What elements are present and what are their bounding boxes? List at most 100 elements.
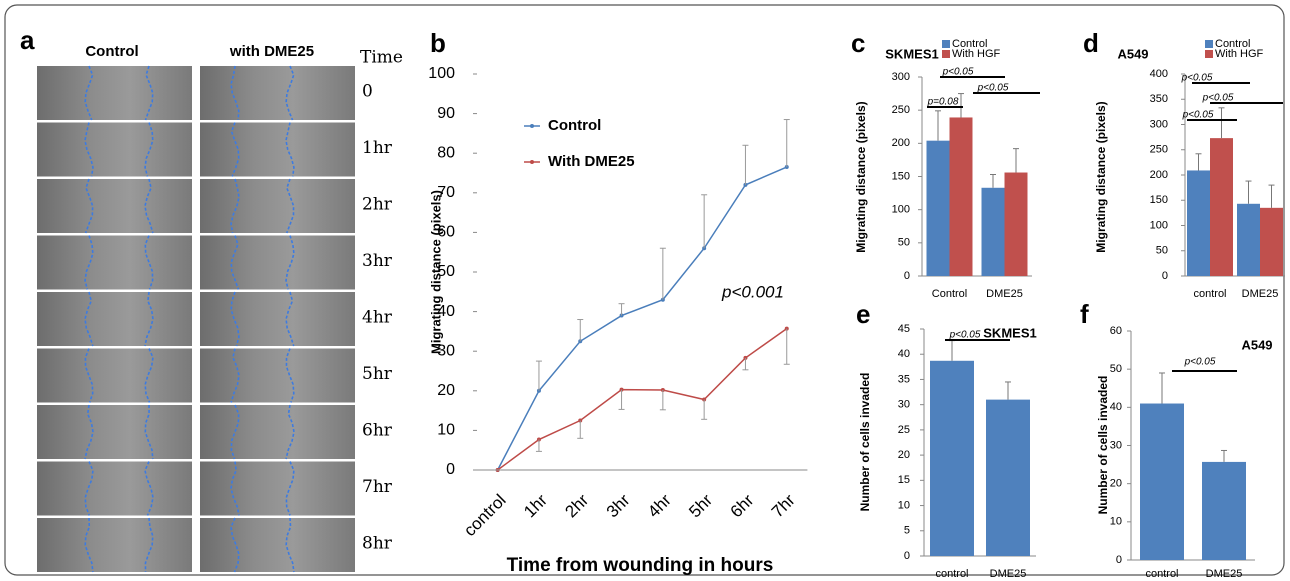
chart-title: SKMES1	[983, 325, 1036, 340]
legend-marker	[530, 124, 534, 128]
micrograph	[200, 461, 355, 516]
x-axis-label: Time from wounding in hours	[507, 555, 774, 576]
annotation: p<0.05	[942, 67, 974, 78]
wound-edge	[144, 517, 154, 573]
wound-edge	[285, 517, 295, 573]
micrograph	[37, 348, 192, 403]
y-axis-label: Migrating distance (pixels)	[854, 101, 868, 252]
x-tick-label: 2hr	[561, 490, 592, 521]
time-header: Time	[360, 48, 403, 68]
micrograph	[200, 518, 355, 572]
y-tick-label: 300	[1150, 118, 1168, 130]
bar	[1187, 170, 1210, 276]
y-axis-label: Number of cells invaded	[1096, 376, 1110, 515]
y-tick-label: 300	[892, 71, 910, 83]
y-tick-label: 150	[1150, 194, 1168, 206]
time-label: 4hr	[362, 308, 393, 328]
wound-edge	[230, 65, 240, 121]
wound-edge	[230, 517, 240, 573]
x-tick-label: DME25	[990, 568, 1027, 580]
bar	[1140, 403, 1184, 560]
wound-edge	[84, 291, 94, 347]
y-tick-label: 90	[437, 105, 455, 122]
micrograph	[37, 405, 192, 459]
wound-edge	[230, 122, 240, 177]
y-tick-label: 40	[1110, 401, 1122, 413]
y-tick-label: 50	[1156, 245, 1168, 257]
micrograph	[200, 122, 355, 177]
annotation: p<0.05	[1181, 73, 1213, 84]
legend-label: Control	[952, 38, 987, 50]
frame	[4, 4, 1285, 576]
series-line	[496, 166, 788, 471]
panel-letter: f	[1080, 299, 1089, 329]
annotation: p<0.05	[1202, 93, 1234, 104]
y-tick-label: 0	[904, 270, 910, 282]
legend-marker	[530, 160, 534, 164]
legend-label: Control	[1215, 38, 1250, 50]
micrograph	[200, 179, 355, 233]
x-tick-label: 7hr	[768, 490, 799, 521]
micrograph	[37, 518, 192, 572]
wound-edge	[144, 235, 154, 290]
series-line	[497, 328, 788, 471]
wound-edge	[230, 291, 240, 347]
y-tick-label: 20	[898, 449, 910, 461]
bar	[1004, 172, 1028, 276]
time-label: 0	[362, 82, 373, 102]
y-axis-label: Number of cells invaded	[858, 373, 872, 512]
time-label: 5hr	[362, 364, 393, 384]
column-header: Control	[85, 43, 138, 60]
wound-edge	[285, 348, 295, 403]
bar	[981, 187, 1005, 276]
panel-letter: e	[856, 299, 870, 329]
y-tick-label: 40	[437, 303, 455, 320]
y-tick-label: 5	[904, 525, 910, 537]
wound-edge	[285, 404, 295, 460]
wound-edge	[230, 404, 240, 460]
wound-edge	[144, 65, 154, 121]
x-tick-label: DME25	[1242, 288, 1279, 300]
time-label: 1hr	[362, 138, 393, 158]
wound-edge	[144, 122, 154, 177]
time-label: 7hr	[362, 477, 393, 497]
panel-letter: c	[851, 28, 865, 58]
wound-edge	[144, 348, 154, 403]
x-tick-label: 5hr	[685, 490, 716, 521]
legend-swatch	[942, 40, 950, 48]
micrograph	[37, 122, 192, 177]
y-tick-label: 200	[892, 137, 910, 149]
panel-letter: a	[20, 25, 35, 55]
y-tick-label: 15	[898, 474, 910, 486]
micrograph	[37, 179, 192, 233]
wound-edge	[84, 461, 94, 516]
wound-edge	[144, 461, 154, 516]
wound-edge	[84, 178, 94, 234]
micrograph	[37, 292, 192, 346]
x-tick-label: 3hr	[603, 490, 634, 521]
y-tick-label: 20	[1110, 478, 1122, 490]
y-tick-label: 30	[437, 342, 455, 359]
wound-edge	[84, 517, 94, 573]
y-axis-label: Migrating distance (pixels)	[428, 190, 443, 354]
y-tick-label: 25	[898, 424, 910, 436]
y-tick-label: 60	[1110, 325, 1122, 337]
x-tick-label: Control	[932, 288, 967, 300]
legend-swatch	[942, 50, 950, 58]
bar	[1202, 461, 1246, 560]
wound-edge	[230, 461, 240, 516]
time-label: 8hr	[362, 534, 393, 554]
y-tick-label: 10	[437, 422, 455, 439]
wound-edge	[230, 235, 240, 290]
legend-label: With DME25	[548, 153, 635, 170]
y-tick-label: 30	[898, 399, 910, 411]
micrograph	[37, 235, 192, 290]
y-tick-label: 60	[437, 224, 455, 241]
micrograph	[37, 66, 192, 120]
annotation: p=0.08	[927, 97, 959, 108]
time-label: 2hr	[362, 195, 393, 215]
x-tick-label: 6hr	[727, 490, 758, 521]
micrograph	[200, 235, 355, 290]
panel-letter: d	[1083, 28, 1099, 58]
